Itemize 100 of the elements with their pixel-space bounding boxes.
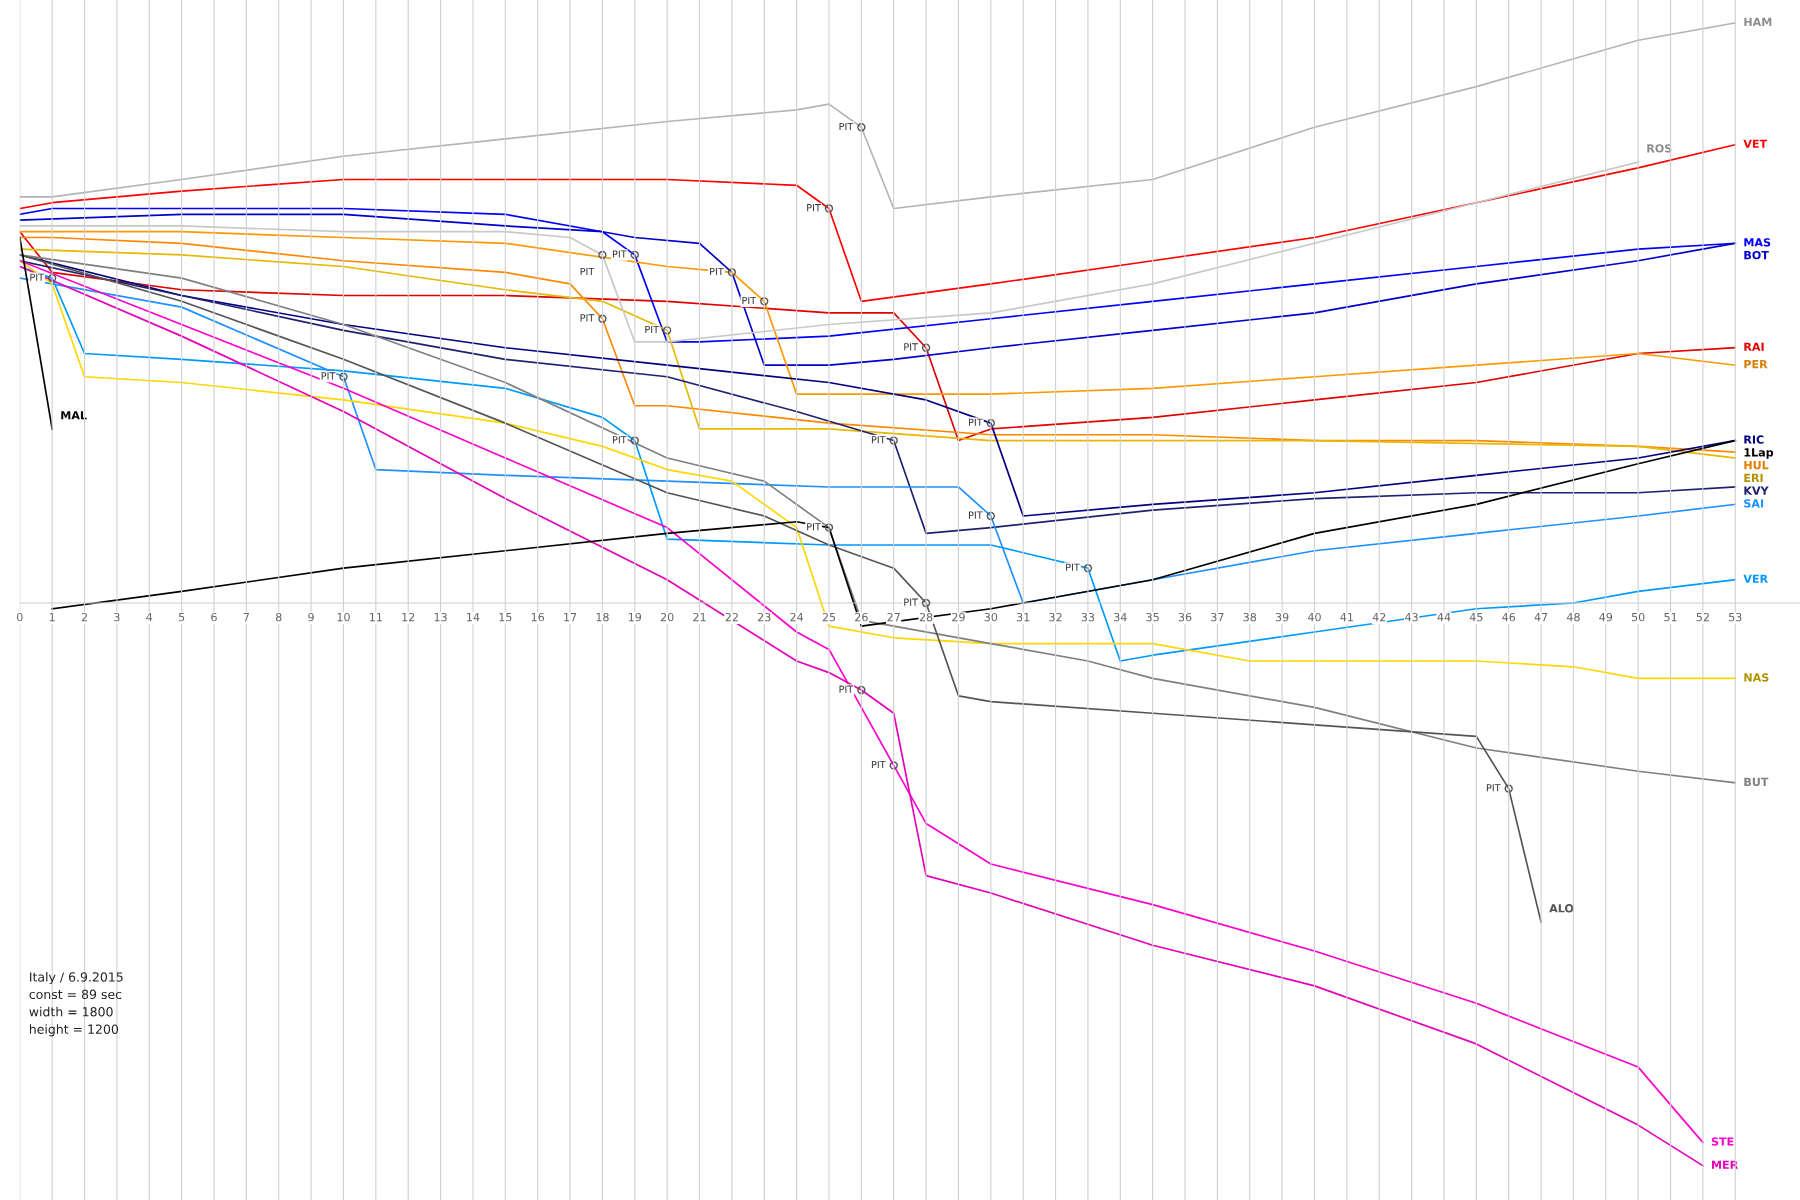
x-tick-label: 27	[887, 612, 900, 622]
annotation: PIT	[580, 267, 595, 275]
annotation: Italy / 6.9.2015	[30, 972, 123, 985]
series-label: KVY	[1744, 486, 1769, 495]
x-tick-label: 48	[1566, 612, 1580, 622]
x-tick-label: 4	[146, 613, 153, 622]
x-tick-label: 21	[693, 612, 706, 622]
series-label: ALO	[1549, 904, 1574, 913]
x-tick-label: 6	[211, 612, 217, 622]
x-tick-label: 36	[1178, 612, 1192, 622]
annotation: PIT	[969, 511, 983, 519]
x-tick-label: 25	[822, 612, 836, 622]
series-label: RAI	[1744, 342, 1764, 351]
series-label: BUT	[1744, 777, 1769, 787]
annotation: height = 1200	[29, 1024, 119, 1037]
x-tick-label: 9	[308, 612, 314, 622]
series-label: HAM	[1744, 17, 1772, 26]
annotation: PIT	[839, 685, 854, 693]
series-label: RIC	[1744, 435, 1764, 444]
series-label: ROS	[1647, 144, 1672, 153]
x-tick-label: 29	[952, 612, 965, 622]
x-tick-label: 30	[984, 612, 998, 622]
series-label: MER	[1712, 1160, 1738, 1169]
series-label: HUL	[1744, 461, 1769, 470]
annotation: PIT	[807, 523, 821, 531]
x-tick-label: 15	[499, 613, 512, 622]
x-tick-label: 41	[1340, 613, 1353, 622]
x-tick-label: 47	[1534, 613, 1548, 622]
annotation: PIT	[1486, 784, 1501, 792]
series-label: PER	[1744, 360, 1768, 369]
x-tick-label: 51	[1664, 613, 1677, 622]
annotation: PIT	[871, 436, 886, 444]
annotation: PIT	[612, 436, 627, 444]
x-tick-label: 1	[49, 613, 55, 622]
x-tick-label: 34	[1114, 612, 1127, 622]
x-tick-label: 18	[596, 612, 609, 622]
x-tick-label: 46	[1502, 612, 1516, 622]
x-tick-label: 2	[81, 612, 87, 622]
x-tick-label: 24	[790, 612, 804, 622]
series-label: MAS	[1744, 238, 1771, 247]
annotation: PIT	[710, 267, 724, 275]
x-tick-label: 26	[855, 612, 868, 622]
series-label: VET	[1743, 139, 1768, 148]
annotation: PIT	[871, 761, 886, 769]
x-tick-label: 44	[1437, 613, 1451, 622]
x-tick-label: 50	[1631, 612, 1645, 622]
point	[921, 598, 931, 608]
annotation: PIT	[580, 314, 595, 322]
x-tick-label: 32	[1049, 612, 1062, 622]
x-tick-label: 23	[757, 612, 771, 622]
series-label: STE	[1711, 1137, 1734, 1146]
annotation: PIT	[969, 418, 983, 426]
annotation: PIT	[645, 325, 660, 334]
series-label: VER	[1743, 574, 1768, 583]
x-tick-label: 40	[1307, 612, 1321, 622]
annotation: PIT	[30, 273, 45, 281]
x-tick-label: 35	[1146, 612, 1159, 622]
annotation: PIT	[1066, 563, 1080, 571]
x-tick-label: 28	[919, 612, 933, 622]
series-label: NAS	[1744, 673, 1769, 682]
annotation: PIT	[612, 250, 627, 258]
x-tick-label: 52	[1696, 612, 1709, 622]
x-tick-label: 33	[1081, 612, 1095, 622]
series-label: MAL	[61, 411, 87, 420]
x-tick-label: 16	[531, 612, 545, 622]
x-tick-label: 0	[17, 612, 23, 622]
x-tick-label: 14	[467, 613, 480, 622]
annotation: PIT	[839, 122, 854, 130]
x-tick-label: 17	[564, 613, 577, 622]
x-tick-label: 38	[1243, 612, 1257, 622]
annotation: PIT	[904, 598, 919, 606]
series-label: ERI	[1744, 473, 1763, 482]
x-tick-label: 20	[660, 612, 674, 622]
annotation: width = 1800	[29, 1006, 113, 1017]
x-tick-label: 12	[402, 612, 415, 622]
x-tick-label: 49	[1599, 612, 1613, 622]
x-tick-label: 8	[275, 612, 282, 622]
annotation: PIT	[742, 296, 757, 304]
annotation: PIT	[807, 204, 821, 212]
x-tick-label: 13	[434, 612, 447, 622]
annotation: PIT	[321, 372, 336, 380]
x-tick-label: 31	[1016, 612, 1030, 622]
annotation: PIT	[904, 343, 919, 351]
x-tick-label: 11	[369, 613, 382, 622]
x-tick-label: 3	[114, 612, 120, 622]
x-tick-label: 53	[1729, 612, 1742, 622]
series-label: 1Lap	[1744, 448, 1774, 459]
x-tick-label: 45	[1469, 613, 1483, 622]
x-tick-label: 43	[1405, 612, 1418, 622]
x-tick-label: 19	[628, 612, 642, 622]
series-label: SAI	[1744, 499, 1764, 508]
x-tick-label: 42	[1372, 612, 1386, 622]
point	[1504, 784, 1513, 793]
x-tick-label: 39	[1275, 612, 1289, 622]
x-tick-label: 10	[337, 612, 350, 622]
series-label: BOT	[1744, 250, 1769, 260]
x-tick-label: 7	[243, 613, 249, 622]
annotation: const = 89 sec	[29, 989, 122, 1000]
x-tick-label: 5	[178, 613, 185, 622]
x-tick-label: 37	[1211, 612, 1224, 622]
